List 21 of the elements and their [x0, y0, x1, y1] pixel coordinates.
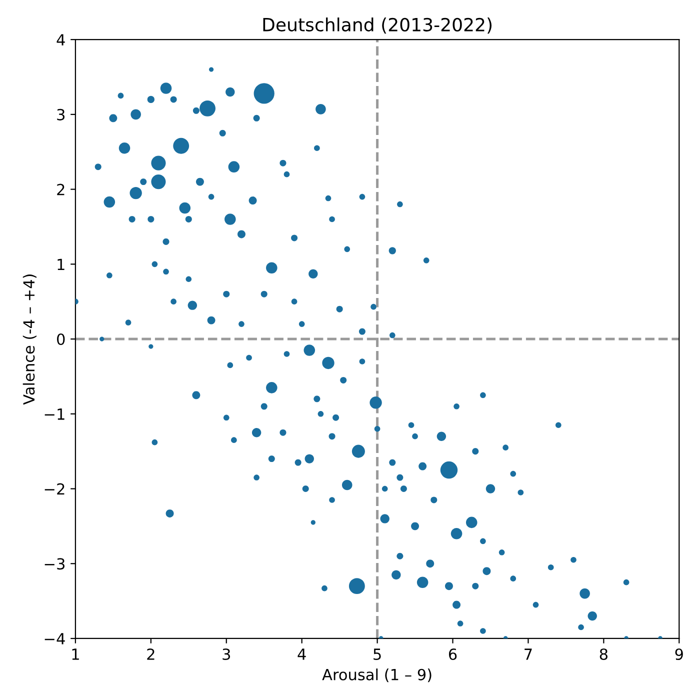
- x-tick-label: 2: [147, 648, 154, 660]
- x-tick-label: 3: [222, 648, 230, 660]
- x-tick-label: 5: [374, 648, 381, 660]
- y-tick-label: −1: [44, 408, 64, 420]
- x-axis-title: Arousal (1 – 9): [322, 668, 432, 682]
- y-axis-title: Valence (-4 – +4): [22, 274, 36, 405]
- y-tick-label: 4: [56, 34, 65, 46]
- x-tick-label: 1: [72, 648, 79, 660]
- chart-title: Deutschland (2013-2022): [263, 18, 492, 34]
- y-tick-label: 1: [58, 258, 64, 270]
- y-tick-label: 3: [57, 108, 65, 120]
- x-tick-label: 8: [600, 648, 608, 660]
- x-tick-label: 4: [298, 648, 306, 660]
- y-tick-label: −4: [44, 633, 65, 644]
- y-tick-label: −3: [44, 558, 65, 570]
- y-tick-label: 2: [57, 184, 64, 196]
- x-tick-label: 9: [675, 648, 683, 660]
- x-tick-label: 6: [448, 648, 457, 660]
- x-tick-label: 7: [524, 648, 532, 660]
- y-tick-label: 0: [57, 333, 65, 346]
- y-tick-label: −2: [44, 483, 64, 495]
